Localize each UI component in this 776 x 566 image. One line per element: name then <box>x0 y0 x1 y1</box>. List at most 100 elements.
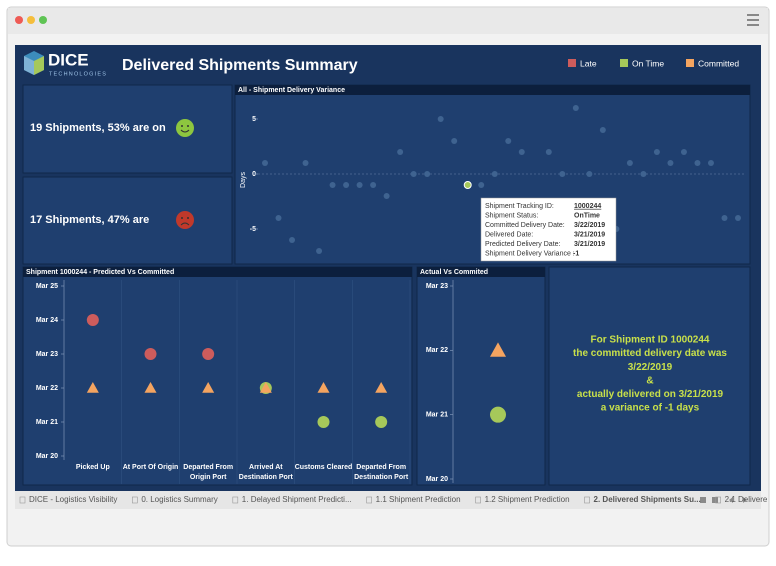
tooltip-label: Shipment Tracking ID: <box>485 203 554 210</box>
tooltip-label: Committed Delivery Date: <box>485 222 565 229</box>
triangle-marker <box>259 382 272 393</box>
point <box>640 171 647 177</box>
point <box>397 149 404 155</box>
icon-eye <box>187 217 189 219</box>
legend-label: Committed <box>698 58 739 68</box>
point <box>383 193 390 199</box>
kpi-card <box>22 176 233 265</box>
tab[interactable]: 1. Delayed Shipment Predicti... <box>242 495 352 504</box>
y-tick-label: Mar 24 <box>36 317 58 324</box>
tooltip-value[interactable]: 1000244 <box>574 203 601 210</box>
point <box>667 160 674 166</box>
tab[interactable]: 2.1 Delivere <box>725 495 768 504</box>
content: 19 Shipments, 53% are on 17 Shipments, 47… <box>19 87 768 504</box>
legend: Late On Time Committed <box>568 58 739 68</box>
tab-icon <box>715 496 721 504</box>
y-tick-label: Mar 21 <box>36 419 58 426</box>
circle-marker <box>86 314 99 326</box>
chart-title: Actual Vs Commited <box>420 269 488 276</box>
legend-swatch <box>620 59 628 67</box>
legend-label: Late <box>580 58 597 68</box>
legend-label: On Time <box>632 58 664 68</box>
tooltip-label: Shipment Status: <box>485 212 538 219</box>
triangle-marker <box>202 382 215 393</box>
icon-mouth <box>180 222 190 226</box>
panel-header <box>417 267 545 277</box>
y-axis-title: Days <box>240 172 247 188</box>
x-tick-label: Customs Cleared <box>295 464 353 471</box>
logo-text: DICE <box>48 50 89 69</box>
x-tick-label: Arrived At Destination Port <box>239 464 294 481</box>
icon-eye <box>187 125 189 127</box>
logo <box>24 51 44 75</box>
close-button[interactable] <box>15 16 23 24</box>
tab[interactable]: 2. Delivered Shipments Su... <box>594 495 701 504</box>
icon-eye <box>181 217 183 219</box>
circle-marker <box>317 416 330 428</box>
chart-title: Shipment 1000244 - Predicted Vs Committe… <box>26 269 174 276</box>
tooltip-value: -1 <box>573 250 579 257</box>
tooltip-label: Predicted Delivery Date: <box>485 241 561 248</box>
circle-marker <box>375 416 388 428</box>
tooltip-value: 3/22/2019 <box>574 222 605 229</box>
triangle-marker <box>144 382 157 393</box>
tab[interactable]: 0. Logistics Summary <box>141 495 217 504</box>
tab[interactable]: DICE - Logistics Visibility <box>29 495 117 504</box>
point <box>707 160 714 166</box>
point <box>289 237 296 243</box>
point <box>275 215 282 221</box>
label-line: Arrived At <box>249 464 283 471</box>
label-line: Departed From <box>183 464 233 471</box>
highlighted-point <box>463 181 472 189</box>
point <box>424 171 431 177</box>
chart-panel <box>416 266 546 486</box>
summary-line: 3/22/2019 <box>628 362 673 373</box>
logo-subtext: TECHNOLOGIES <box>49 71 107 77</box>
tab[interactable]: 1.1 Shipment Prediction <box>376 495 461 504</box>
minimize-button[interactable] <box>27 16 35 24</box>
tooltip-value: OnTime <box>574 212 600 219</box>
label-line: Departed From <box>356 464 406 471</box>
y-tick-label: Mar 22 <box>36 385 58 392</box>
summary-line: actually delivered on 3/21/2019 <box>577 389 724 400</box>
tooltip-label: Shipment Delivery Variance : <box>485 250 575 257</box>
tab-controls[interactable] <box>700 497 747 503</box>
kpi-text: 17 Shipments, 47% are <box>30 214 149 226</box>
dashboard-title: Delivered Shipments Summary <box>122 57 358 74</box>
chart-title: All - Shipment Delivery Variance <box>238 87 345 94</box>
point <box>680 149 687 155</box>
tooltip-value: 3/21/2019 <box>574 231 605 238</box>
summary-line: For Shipment ID 1000244 <box>591 335 710 346</box>
point <box>262 160 268 166</box>
point <box>572 105 579 111</box>
tab-icon <box>232 496 239 504</box>
point <box>559 171 566 177</box>
panel-header <box>23 267 412 277</box>
y-tick-label: -5 <box>250 226 256 233</box>
point <box>518 149 525 155</box>
circle-marker <box>202 348 215 360</box>
tooltip <box>480 197 617 262</box>
tab-icon <box>584 496 590 504</box>
legend-swatch <box>568 59 576 67</box>
tab-bar <box>15 491 761 509</box>
y-tick-label: Mar 20 <box>36 453 58 460</box>
y-tick-label: Mar 23 <box>36 351 58 358</box>
status-icon <box>176 119 194 137</box>
summary-line: & <box>646 375 653 386</box>
tab[interactable]: 1.2 Shipment Prediction <box>485 495 570 504</box>
point <box>586 171 593 177</box>
triangle-marker <box>490 342 506 357</box>
summary-line: the committed delivery date was <box>573 348 727 359</box>
tab-icon <box>366 496 372 504</box>
x-tick-label: At Port Of Origin <box>123 464 179 471</box>
chart-panel <box>22 266 413 486</box>
icon-eye <box>181 125 183 127</box>
maximize-button[interactable] <box>39 16 47 24</box>
summary-panel <box>548 266 751 486</box>
menu-button[interactable] <box>747 14 759 26</box>
y-tick-label: 0 <box>252 171 256 178</box>
tab-icon <box>132 496 138 504</box>
point <box>329 182 336 188</box>
